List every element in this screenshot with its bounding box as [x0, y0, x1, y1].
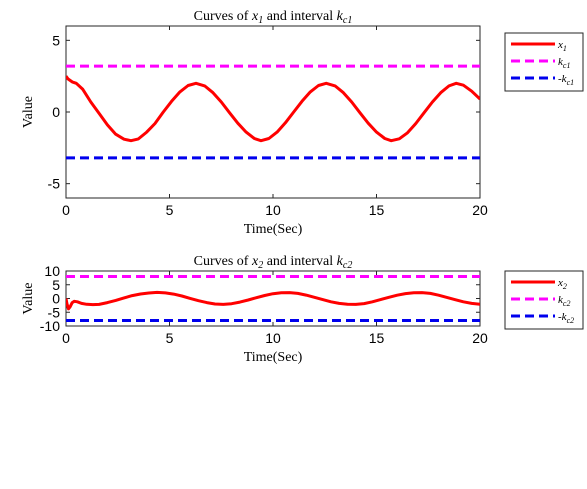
chart-title-part-3: and interval: [263, 254, 336, 269]
y-tick-label: -5: [48, 304, 61, 320]
chart-title-part-3: and interval: [263, 9, 336, 24]
x-axis-label: Time(Sec): [244, 222, 303, 237]
legend-label-2: -kc2: [558, 311, 574, 325]
chart-title-part-2: 2: [258, 260, 263, 271]
chart-title: Curves of x1 and interval kc1: [194, 9, 353, 26]
legend-label-0-part-2: 1: [563, 44, 567, 53]
y-axis-label: Value: [21, 96, 36, 128]
x-tick-label: 15: [369, 330, 385, 346]
legend-label-2-part-2: c1: [567, 78, 575, 87]
legend-label-0: x1: [557, 39, 567, 53]
legend-label-1-part-2: c1: [563, 61, 571, 70]
y-tick-label: -5: [48, 176, 61, 192]
legend-label-1: kc1: [558, 56, 570, 70]
legend-label-2: -kc1: [558, 73, 574, 87]
legend-label-0: x2: [557, 277, 567, 291]
y-tick-label: -10: [40, 318, 60, 334]
legend-label-2-part-0: -: [558, 73, 562, 85]
legend-label-1-part-2: c2: [563, 299, 571, 308]
x-tick-label: 20: [472, 330, 488, 346]
legend-label-0-part-1: x: [557, 277, 563, 289]
chart-title-part-4: k: [337, 254, 344, 269]
chart-title: Curves of x2 and interval kc2: [194, 254, 353, 271]
chart-title-part-5: c1: [343, 15, 352, 26]
chart-title-part-0: Curves of: [194, 254, 252, 269]
axes-box: [65, 270, 481, 327]
y-tick-label: 5: [52, 32, 60, 48]
legend-label-1-part-1: k: [558, 56, 564, 68]
series-line-0: [66, 290, 480, 311]
y-tick-label: 10: [44, 263, 60, 279]
chart-title-part-5: c2: [343, 260, 352, 271]
x-tick-label: 10: [265, 202, 281, 218]
chart-title-part-2: 1: [258, 15, 263, 26]
legend-label-0-part-1: x: [557, 39, 563, 51]
x-tick-label: 10: [265, 330, 281, 346]
y-tick-label: 5: [52, 277, 60, 293]
y-tick-label: 0: [52, 104, 60, 120]
axes-box: [65, 25, 481, 199]
x-tick-label: 15: [369, 202, 385, 218]
y-axis-label: Value: [21, 283, 36, 315]
chart-title-part-1: x: [251, 254, 259, 269]
x-tick-label: 0: [62, 330, 70, 346]
chart-title-part-4: k: [337, 9, 344, 24]
x-tick-label: 0: [62, 202, 70, 218]
legend-label-1-part-1: k: [558, 294, 564, 306]
series-line-0: [66, 75, 480, 143]
legend-label-2-part-2: c2: [567, 316, 575, 325]
x-tick-label: 5: [166, 330, 174, 346]
chart-title-part-0: Curves of: [194, 9, 252, 24]
x-axis-label: Time(Sec): [244, 350, 303, 365]
x-tick-label: 5: [166, 202, 174, 218]
legend-label-2-part-1: k: [562, 73, 568, 85]
chart-title-part-1: x: [251, 9, 259, 24]
legend-label-0-part-2: 2: [563, 282, 567, 291]
legend-label-2-part-0: -: [558, 311, 562, 323]
legend-label-2-part-1: k: [562, 311, 568, 323]
legend-label-1: kc2: [558, 294, 570, 308]
y-tick-label: 0: [52, 291, 60, 307]
x-tick-label: 20: [472, 202, 488, 218]
